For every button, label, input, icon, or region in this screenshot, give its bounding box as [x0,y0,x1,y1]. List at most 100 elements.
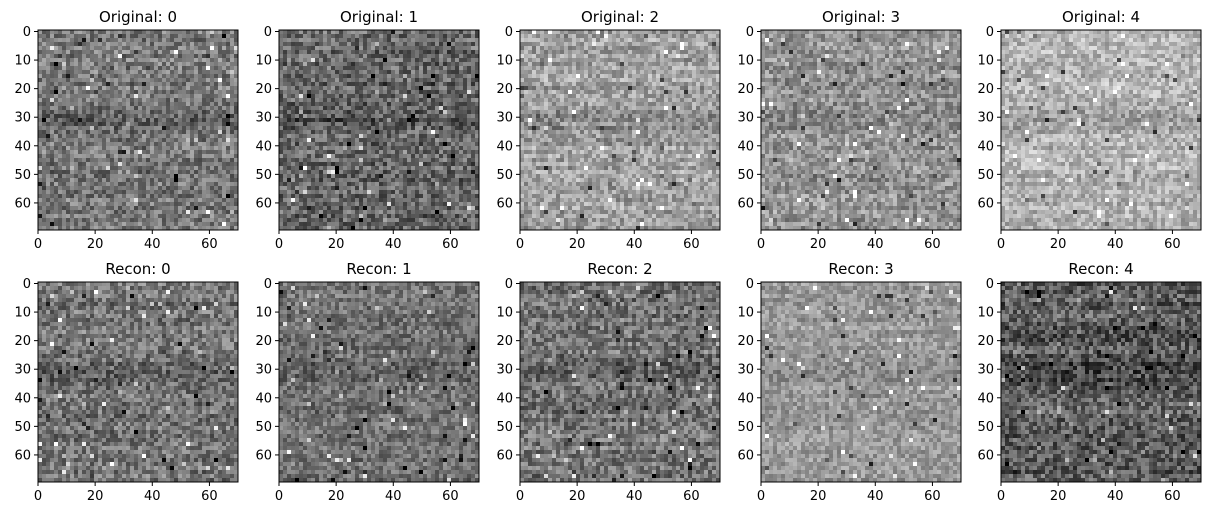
y-tick-label: 30 [977,111,994,126]
y-tick-label: 0 [986,25,994,40]
x-tick-label: 60 [683,237,700,252]
y-tick-label: 0 [23,25,31,40]
x-tick-label: 0 [757,237,765,252]
x-tick-label: 0 [516,489,524,504]
y-tick-label: 20 [977,334,994,349]
y-tick-label: 60 [977,196,994,211]
y-tick-label: 30 [14,111,31,126]
x-tick-label: 40 [867,237,884,252]
panel-title: Original: 4 [1062,8,1140,26]
x-tick-label: 0 [275,489,283,504]
y-tick-label: 30 [737,111,754,126]
x-tick-label: 40 [626,489,643,504]
y-tick-label: 50 [496,168,513,183]
heatmap-image [761,30,961,230]
y-tick-label: 30 [977,363,994,378]
y-tick-label: 10 [14,306,31,321]
y-tick-label: 0 [505,277,513,292]
y-tick-label: 40 [255,391,272,406]
y-tick-label: 60 [14,196,31,211]
y-tick-label: 40 [14,391,31,406]
y-tick-label: 30 [255,111,272,126]
heatmap-image [1001,30,1201,230]
y-tick-label: 0 [23,277,31,292]
y-tick-label: 60 [977,448,994,463]
y-tick-label: 40 [977,391,994,406]
y-tick-label: 60 [496,448,513,463]
y-tick-label: 10 [255,54,272,69]
y-tick-label: 0 [264,25,272,40]
y-tick-label: 50 [496,420,513,435]
y-tick-label: 60 [255,448,272,463]
panel-title: Recon: 1 [346,260,411,278]
y-tick-label: 50 [14,420,31,435]
y-tick-label: 50 [737,420,754,435]
y-tick-label: 0 [986,277,994,292]
y-tick-label: 40 [496,391,513,406]
y-tick-label: 30 [737,363,754,378]
heatmap-image [761,282,961,482]
heatmap-image [279,282,479,482]
y-tick-label: 60 [14,448,31,463]
y-tick-label: 30 [496,363,513,378]
x-tick-label: 60 [201,489,218,504]
x-tick-label: 20 [569,489,586,504]
panel-title: Recon: 3 [828,260,893,278]
x-tick-label: 0 [997,237,1005,252]
x-tick-label: 40 [867,489,884,504]
x-tick-label: 20 [569,237,586,252]
y-tick-label: 60 [496,196,513,211]
y-tick-label: 40 [737,391,754,406]
y-tick-label: 20 [255,82,272,97]
y-tick-label: 20 [255,334,272,349]
x-tick-label: 40 [1107,489,1124,504]
y-tick-label: 0 [505,25,513,40]
y-tick-label: 50 [255,420,272,435]
heatmap-image [38,282,238,482]
y-tick-label: 30 [496,111,513,126]
x-tick-label: 20 [810,237,827,252]
x-tick-label: 60 [924,237,941,252]
x-tick-label: 60 [1164,489,1181,504]
x-tick-label: 0 [34,489,42,504]
x-tick-label: 40 [385,237,402,252]
y-tick-label: 10 [255,306,272,321]
y-tick-label: 0 [264,277,272,292]
y-tick-label: 20 [737,334,754,349]
x-tick-label: 40 [1107,237,1124,252]
y-tick-label: 10 [14,54,31,69]
x-tick-label: 20 [87,489,104,504]
panel-title: Recon: 4 [1068,260,1133,278]
y-tick-label: 60 [737,448,754,463]
x-tick-label: 40 [385,489,402,504]
heatmap-image [1001,282,1201,482]
x-tick-label: 40 [144,237,161,252]
y-tick-label: 30 [255,363,272,378]
panel-title: Recon: 0 [105,260,170,278]
y-tick-label: 40 [737,139,754,154]
y-tick-label: 10 [977,306,994,321]
heatmap-image [38,30,238,230]
y-tick-label: 10 [737,306,754,321]
panel-title: Original: 1 [340,8,418,26]
y-tick-label: 20 [496,82,513,97]
panel-title: Original: 3 [822,8,900,26]
x-tick-label: 60 [442,237,459,252]
heatmap-image [520,282,720,482]
heatmap-image [520,30,720,230]
x-tick-label: 0 [275,237,283,252]
x-tick-label: 40 [626,237,643,252]
x-tick-label: 60 [201,237,218,252]
y-tick-label: 50 [977,420,994,435]
y-tick-label: 0 [746,25,754,40]
y-tick-label: 10 [737,54,754,69]
y-tick-label: 20 [496,334,513,349]
y-tick-label: 50 [737,168,754,183]
